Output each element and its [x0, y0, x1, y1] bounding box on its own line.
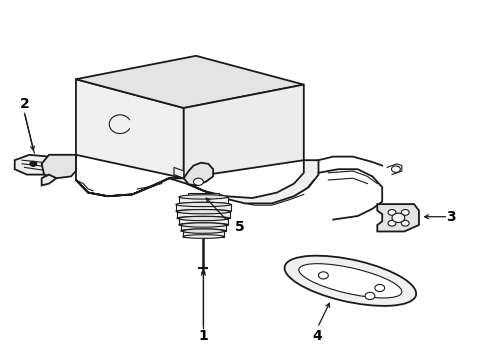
Ellipse shape: [179, 216, 228, 221]
Circle shape: [365, 292, 375, 300]
Circle shape: [392, 166, 400, 172]
Ellipse shape: [176, 210, 231, 213]
Polygon shape: [42, 155, 76, 178]
Polygon shape: [76, 79, 184, 178]
Ellipse shape: [176, 202, 231, 207]
Circle shape: [392, 213, 405, 222]
Ellipse shape: [179, 223, 228, 226]
Ellipse shape: [181, 223, 226, 227]
Text: 5: 5: [235, 220, 245, 234]
Polygon shape: [179, 219, 228, 225]
Polygon shape: [181, 225, 226, 231]
Text: 4: 4: [313, 329, 322, 342]
Text: 2: 2: [20, 98, 29, 111]
Ellipse shape: [285, 256, 416, 306]
Circle shape: [318, 272, 328, 279]
Ellipse shape: [299, 264, 402, 298]
Polygon shape: [179, 197, 228, 204]
Circle shape: [388, 210, 396, 215]
Circle shape: [401, 210, 409, 215]
Ellipse shape: [179, 195, 228, 199]
Circle shape: [375, 284, 385, 292]
Circle shape: [401, 220, 409, 226]
Polygon shape: [177, 212, 230, 218]
Polygon shape: [176, 204, 231, 211]
Ellipse shape: [179, 202, 228, 206]
Ellipse shape: [177, 210, 230, 214]
Polygon shape: [184, 85, 304, 178]
Circle shape: [194, 178, 203, 185]
Ellipse shape: [181, 229, 226, 233]
Polygon shape: [188, 193, 219, 196]
Ellipse shape: [183, 235, 224, 238]
Text: 1: 1: [198, 329, 208, 342]
Polygon shape: [184, 163, 213, 185]
Polygon shape: [183, 231, 224, 237]
Polygon shape: [15, 155, 56, 175]
Polygon shape: [76, 160, 318, 203]
Circle shape: [388, 220, 396, 226]
Ellipse shape: [177, 216, 230, 220]
Polygon shape: [76, 56, 304, 108]
Polygon shape: [377, 204, 419, 231]
Polygon shape: [174, 167, 184, 178]
Text: 3: 3: [446, 210, 456, 224]
Polygon shape: [42, 175, 56, 185]
Ellipse shape: [183, 229, 224, 233]
Circle shape: [30, 161, 37, 166]
